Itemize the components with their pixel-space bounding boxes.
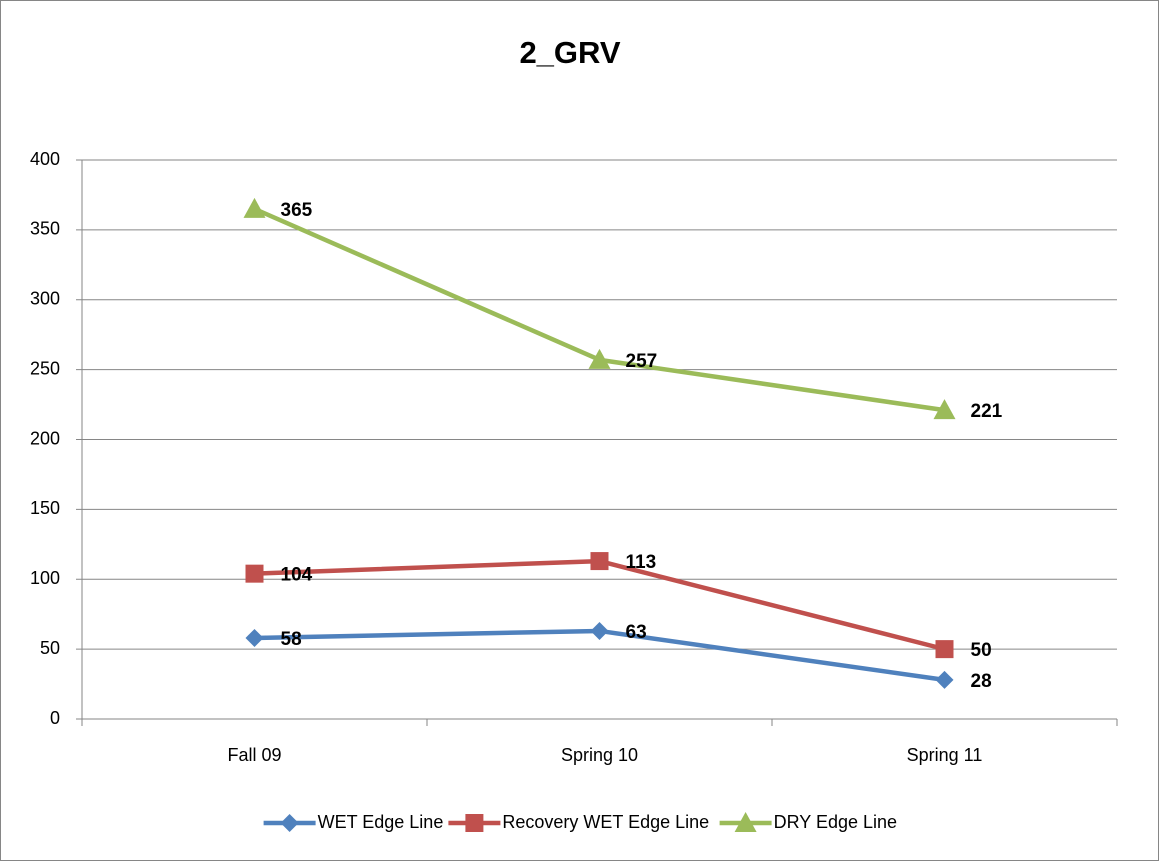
marker: [243, 197, 266, 218]
data-label: 221: [971, 401, 1003, 422]
marker: [245, 564, 264, 583]
y-tick-label: 400: [30, 149, 60, 169]
legend-label: DRY Edge Line: [774, 812, 897, 832]
x-tick-label: Spring 11: [907, 745, 983, 765]
legend-item: WET Edge Line: [263, 812, 444, 832]
marker: [933, 399, 956, 420]
marker: [588, 348, 611, 369]
y-tick-label: 100: [30, 568, 60, 588]
y-tick-label: 0: [50, 708, 60, 728]
chart-title: 2_GRV: [519, 35, 620, 70]
marker: [935, 670, 954, 689]
legend-item: DRY Edge Line: [719, 812, 897, 832]
y-tick-label: 300: [30, 289, 60, 309]
legend-marker: [734, 812, 757, 832]
marker: [245, 628, 264, 647]
legend-item: Recovery WET Edge Line: [448, 812, 709, 832]
data-label: 58: [281, 629, 302, 650]
y-tick-label: 50: [40, 638, 60, 658]
data-label: 104: [281, 565, 313, 586]
y-tick-label: 200: [30, 428, 60, 448]
marker: [590, 621, 609, 640]
x-tick-label: Spring 10: [561, 745, 638, 765]
y-tick-label: 250: [30, 358, 60, 378]
legend-label: WET Edge Line: [318, 812, 444, 832]
data-label: 50: [971, 640, 992, 661]
data-label: 257: [626, 351, 658, 372]
data-label: 63: [626, 622, 647, 643]
legend-marker: [280, 814, 299, 832]
data-label: 28: [971, 671, 992, 692]
marker: [935, 640, 954, 659]
data-label: 113: [626, 552, 657, 573]
legend-label: Recovery WET Edge Line: [502, 812, 709, 832]
y-tick-label: 350: [30, 219, 60, 239]
x-tick-label: Fall 09: [227, 745, 281, 765]
data-label: 365: [281, 200, 313, 221]
marker: [590, 552, 609, 571]
y-tick-label: 150: [30, 498, 60, 518]
legend-marker: [465, 814, 484, 832]
